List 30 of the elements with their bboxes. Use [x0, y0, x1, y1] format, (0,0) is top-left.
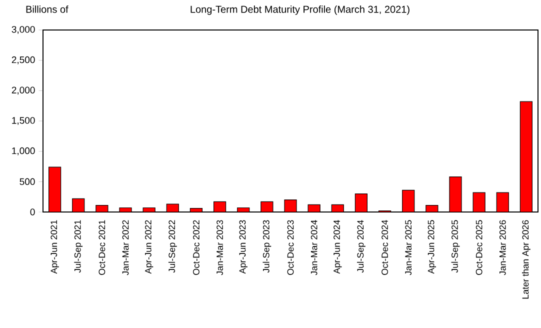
y-tick-label: 500 [20, 178, 35, 186]
y-axis-title: Billions of [26, 6, 68, 13]
x-tick-label: Jul-Sep 2021 [74, 220, 83, 273]
x-tick-label: Jan-Mar 2023 [216, 220, 223, 276]
x-tick-label: Jan-Mar 2022 [122, 220, 129, 276]
y-tick-label: 1,000 [12, 147, 35, 156]
y-tick-label: 0 [30, 208, 35, 216]
x-tick-label: Oct-Dec 2021 [98, 220, 106, 275]
x-tick-label: Jul-Sep 2025 [451, 220, 460, 273]
x-tick-label: Oct-Dec 2025 [476, 220, 482, 275]
x-tick-label: Jan-Mar 2024 [310, 220, 318, 276]
x-tick-label: Apr-Jun 2025 [428, 220, 436, 274]
y-tick-label: 2,000 [12, 86, 35, 95]
y-tick-label: 3,000 [12, 26, 35, 34]
x-tick-label: Later than Apr 2026 [522, 220, 530, 299]
x-tick-label: Jan-Mar 2025 [405, 220, 412, 276]
x-tick-label: Apr-Jun 2022 [144, 220, 154, 274]
x-tick-label: Apr-Jun 2023 [239, 220, 248, 274]
x-tick-label: Oct-Dec 2023 [287, 220, 294, 275]
x-tick-label: Oct-Dec 2022 [193, 220, 200, 275]
x-tick-label: Jul-Sep 2023 [262, 220, 272, 273]
x-tick-label: Apr-Jun 2021 [50, 220, 59, 274]
x-tick-label: Apr-Jun 2024 [334, 220, 342, 274]
x-tick-label: Jan-Mar 2026 [499, 220, 506, 276]
y-tick-label: 2,500 [12, 56, 35, 64]
x-tick-label: Oct-Dec 2024 [382, 220, 388, 275]
chart-title: Long-Term Debt Maturity Profile (March 31, 2021) [190, 6, 410, 15]
x-tick-label: Jul-Sep 2022 [168, 220, 177, 273]
x-tick-label: Jul-Sep 2024 [357, 220, 366, 273]
y-tick-label: 1,500 [12, 117, 35, 125]
